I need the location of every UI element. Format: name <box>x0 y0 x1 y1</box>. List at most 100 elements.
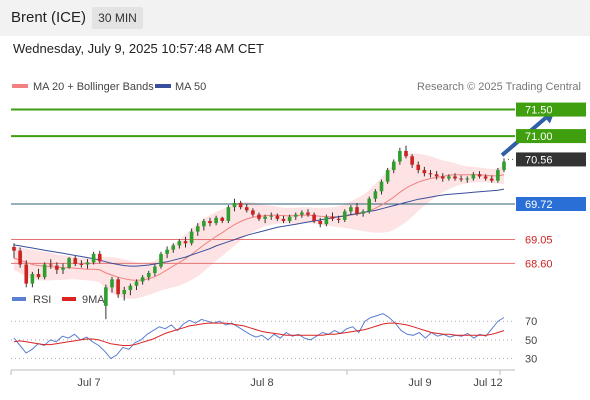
header-bar: Brent (ICE) 30 MIN <box>0 0 590 36</box>
candle-body <box>36 274 41 278</box>
candle-body <box>367 198 372 212</box>
candle-body <box>404 150 408 157</box>
candle-body <box>361 211 365 214</box>
candle-body <box>355 207 359 214</box>
candle-body <box>67 258 71 268</box>
candle-body <box>502 161 506 171</box>
candle-body <box>104 287 108 306</box>
rsi-tick-label: 50 <box>525 335 537 347</box>
candle-body <box>116 279 120 295</box>
candle <box>220 216 225 224</box>
candle <box>434 171 439 180</box>
candle <box>30 271 35 288</box>
candle <box>373 189 378 202</box>
candle-body <box>398 150 402 162</box>
candle <box>502 158 506 173</box>
candle-body <box>496 170 500 181</box>
candle-body <box>251 210 255 215</box>
candle <box>330 212 335 221</box>
candle-body <box>459 178 463 180</box>
price-tag-71.50: 71.50 <box>516 102 586 117</box>
candle-body <box>140 277 145 282</box>
price-tag-bg <box>516 129 586 144</box>
ma50-legend-label: MA 50 <box>175 81 206 93</box>
timeframe-badge[interactable]: 30 MIN <box>92 7 143 29</box>
levels-layer <box>11 108 515 264</box>
candle <box>202 218 206 231</box>
candle-body <box>73 258 78 264</box>
candle <box>146 270 151 281</box>
candle <box>404 145 408 159</box>
candle <box>97 250 102 264</box>
candle <box>428 170 433 178</box>
x-axis-layer: Jul 7 Jul 8 Jul 9 Jul 12 <box>10 370 503 389</box>
candle <box>453 173 457 181</box>
price-tag-label: 68.60 <box>525 258 553 270</box>
candle <box>110 276 114 293</box>
ma20-legend-swatch <box>12 84 28 88</box>
candle <box>483 174 488 181</box>
candle <box>440 173 445 182</box>
candle-body <box>214 217 218 224</box>
candle <box>134 279 139 290</box>
candle-body <box>24 264 29 284</box>
candle <box>263 214 267 224</box>
candle-body <box>269 215 274 217</box>
candle-body <box>465 178 470 180</box>
candle-body <box>189 231 194 244</box>
candle-body <box>336 218 341 220</box>
candle-body <box>61 267 65 270</box>
candle <box>422 166 427 177</box>
candle <box>367 196 372 214</box>
credit-label: Research © 2025 Trading Central <box>417 81 581 93</box>
candle-body <box>79 263 84 265</box>
candle <box>42 262 47 280</box>
candle-body <box>281 218 286 221</box>
candle-body <box>293 214 298 217</box>
candle-body <box>128 285 133 290</box>
candle <box>85 259 90 269</box>
candle <box>489 175 494 183</box>
candle <box>342 209 347 223</box>
candle <box>318 217 323 228</box>
candle <box>214 215 218 226</box>
candle <box>73 256 78 267</box>
candle <box>281 215 286 224</box>
candle-body <box>244 207 249 211</box>
price-tag-bg <box>516 102 586 117</box>
candle <box>355 202 359 216</box>
candle <box>398 147 402 165</box>
candle <box>91 251 96 265</box>
candle <box>24 260 29 288</box>
candle <box>391 159 396 174</box>
candle <box>61 263 65 275</box>
candle-body <box>477 174 482 177</box>
candle <box>153 264 157 277</box>
candle-body <box>379 181 384 192</box>
candle <box>275 213 280 221</box>
candle <box>183 236 188 248</box>
candle-body <box>428 173 433 175</box>
candle <box>416 161 421 174</box>
candle <box>293 212 298 220</box>
price-tags-layer: 71.50 71.00 70.56 69.72 69.05 68.60 <box>516 102 586 270</box>
candle <box>189 228 194 246</box>
candle <box>257 212 261 221</box>
candle <box>244 204 249 213</box>
candles-layer <box>12 145 506 320</box>
candle-body <box>434 174 439 177</box>
candle <box>471 172 476 181</box>
candle <box>104 284 108 320</box>
candle <box>459 175 463 182</box>
candle-body <box>440 176 445 179</box>
candle-body <box>208 220 212 224</box>
candle <box>208 217 212 227</box>
candle-body <box>489 178 494 181</box>
rsi-legend-label: RSI <box>33 294 51 306</box>
price-tag-label: 69.05 <box>525 235 553 247</box>
rsi-legend-swatch <box>12 297 26 301</box>
candle <box>306 209 310 217</box>
candle <box>496 167 500 183</box>
candle <box>79 260 84 268</box>
